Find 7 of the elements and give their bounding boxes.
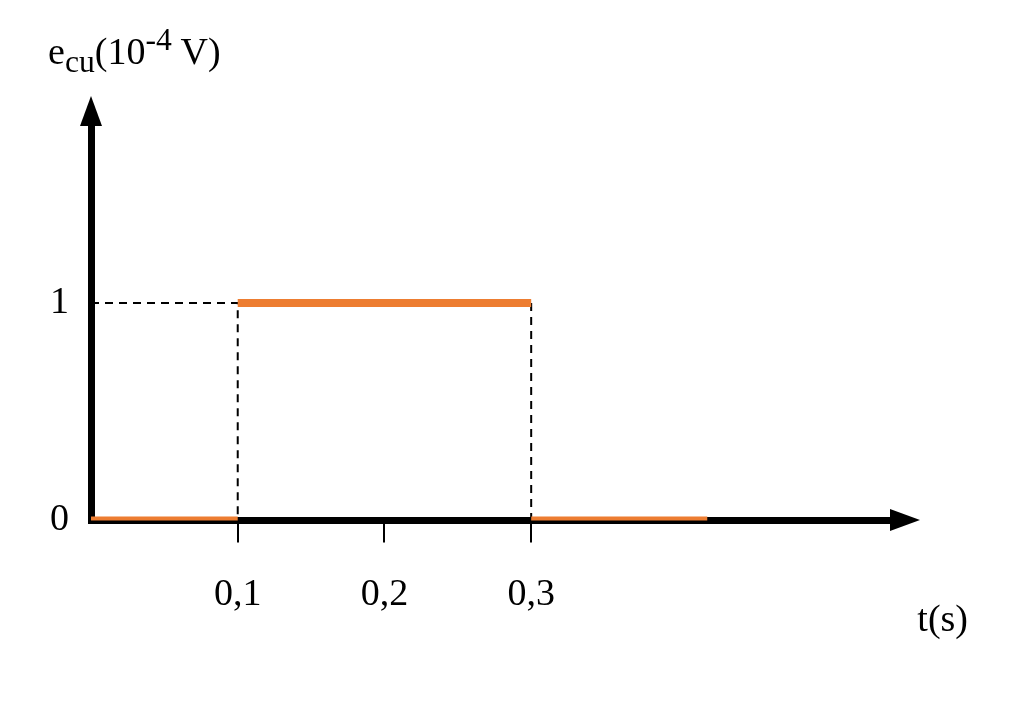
x-tick-label: 0,1 [213, 571, 262, 614]
x-tick-label: 0,3 [507, 571, 555, 614]
y-tick-label: 0 [50, 496, 69, 539]
x-tick-label: 0,2 [360, 571, 409, 614]
y-tick-label: 1 [50, 278, 69, 321]
y-axis-title: e$_{cu}$(10$^{-4}$ V) [48, 22, 221, 81]
x-axis-title: t(s) [917, 596, 968, 640]
